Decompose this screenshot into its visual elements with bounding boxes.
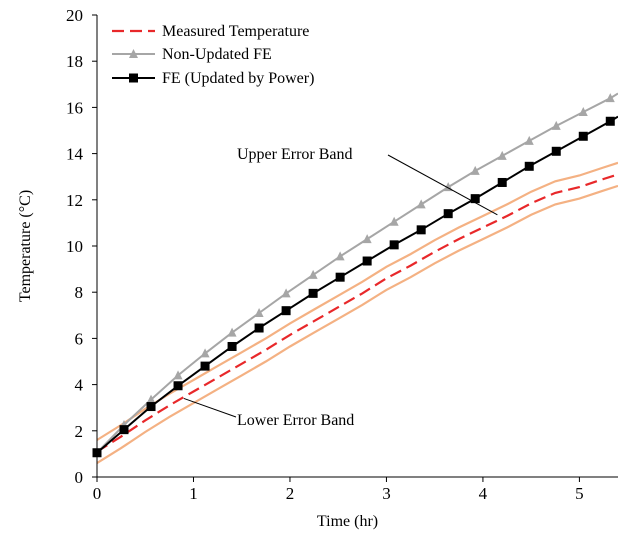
- y-tick-label: 18: [66, 52, 83, 71]
- series-point-2: [336, 273, 345, 282]
- series-line-1: [97, 94, 618, 453]
- series-point-2: [606, 117, 615, 126]
- series-point-2: [444, 209, 453, 218]
- series-point-2: [120, 425, 129, 434]
- y-tick-label: 4: [75, 376, 84, 395]
- series-point-1: [498, 151, 507, 160]
- x-axis-title: Time (hr): [317, 513, 378, 530]
- y-tick-label: 0: [75, 468, 84, 487]
- annotation-lower-error-band: Lower Error Band: [237, 412, 354, 429]
- y-axis-title: Temperature (°C): [17, 190, 34, 302]
- series-point-1: [525, 136, 534, 145]
- legend-label-non-updated: Non-Updated FE: [162, 46, 272, 63]
- series-point-2: [525, 162, 534, 171]
- x-tick-label: 2: [286, 484, 295, 503]
- series-point-1: [390, 217, 399, 226]
- series-point-2: [552, 147, 561, 156]
- annotation-upper-error-band: Upper Error Band: [237, 146, 353, 163]
- series-point-2: [363, 257, 372, 266]
- annotation-upper-leader: [388, 155, 497, 215]
- y-tick-label: 12: [66, 191, 83, 210]
- series-point-2: [498, 178, 507, 187]
- series-1: [93, 93, 618, 457]
- y-tick-label: 2: [75, 422, 84, 441]
- series-point-2: [255, 324, 264, 333]
- y-tick-label: 16: [66, 98, 83, 117]
- series-point-1: [309, 270, 318, 279]
- series-point-1: [336, 251, 345, 260]
- series-point-2: [201, 362, 210, 371]
- annotation-lower-leader: [184, 398, 236, 417]
- lower-error-band-line: [97, 186, 618, 463]
- upper-error-band-line: [97, 163, 618, 440]
- series-point-2: [471, 194, 480, 203]
- error-bands: [97, 163, 618, 463]
- series-point-1: [606, 93, 615, 102]
- y-tick-label: 8: [75, 283, 84, 302]
- series-point-1: [471, 166, 480, 175]
- series-point-1: [282, 288, 291, 297]
- y-tick-label: 6: [75, 329, 84, 348]
- series-0: [97, 174, 618, 451]
- legend-label-updated: FE (Updated by Power): [162, 70, 314, 87]
- legend-marker-2: [129, 74, 138, 83]
- series-layer: [93, 93, 618, 457]
- series-point-2: [390, 240, 399, 249]
- series-point-2: [174, 381, 183, 390]
- series-point-2: [417, 225, 426, 234]
- series-point-1: [417, 199, 426, 208]
- legend: Measured Temperature Non-Updated FE FE (…: [112, 23, 314, 87]
- legend-entry-updated: FE (Updated by Power): [112, 70, 314, 87]
- x-tick-label: 1: [189, 484, 198, 503]
- series-point-2: [228, 342, 237, 351]
- y-tick-label: 14: [66, 145, 84, 164]
- series-line-0: [97, 174, 618, 451]
- series-point-2: [282, 306, 291, 315]
- series-point-1: [255, 308, 264, 317]
- legend-label-measured: Measured Temperature: [162, 23, 309, 40]
- x-tick-label: 0: [93, 484, 102, 503]
- y-tick-label: 20: [66, 6, 83, 25]
- x-tick-label: 3: [382, 484, 391, 503]
- series-point-2: [147, 402, 156, 411]
- series-point-1: [363, 234, 372, 243]
- x-tick-label: 4: [479, 484, 488, 503]
- x-tick-label: 5: [575, 484, 584, 503]
- series-point-2: [579, 132, 588, 141]
- series-point-2: [309, 289, 318, 298]
- legend-entry-measured: Measured Temperature: [112, 23, 309, 40]
- y-tick-label: 10: [66, 237, 83, 256]
- series-point-1: [228, 328, 237, 337]
